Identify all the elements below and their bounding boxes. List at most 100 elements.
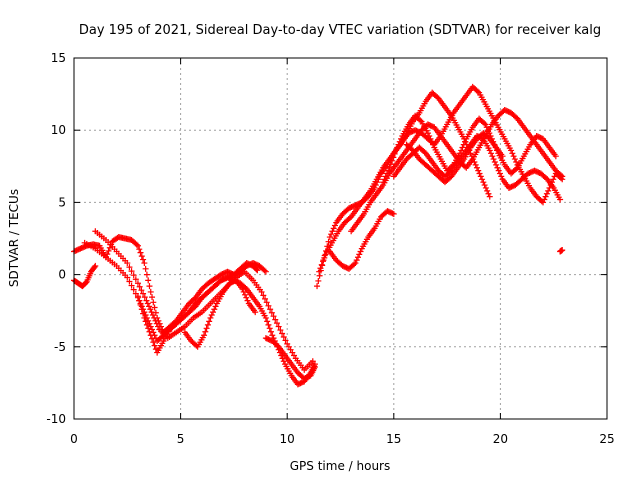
data-point (475, 167, 482, 174)
data-point (543, 190, 550, 197)
satellite-track-6 (181, 277, 259, 350)
data-point (398, 135, 405, 142)
data-point (540, 199, 547, 206)
data-point (150, 339, 157, 346)
data-point (483, 124, 490, 131)
data-point (490, 156, 497, 163)
data-point (262, 295, 269, 302)
data-point (390, 210, 397, 217)
data-point (240, 288, 247, 295)
x-tick-label: 0 (70, 432, 78, 446)
data-point (140, 290, 147, 297)
data-point (138, 253, 145, 260)
data-point (211, 306, 218, 313)
data-point (212, 303, 219, 310)
data-point (550, 176, 557, 183)
data-point (325, 238, 332, 245)
data-point (494, 164, 501, 171)
data-point (386, 164, 393, 171)
data-point (513, 158, 520, 165)
data-point (128, 268, 135, 275)
axis-ticks (73, 57, 608, 420)
data-point (353, 257, 360, 264)
data-point (352, 260, 359, 267)
data-point (141, 260, 148, 267)
satellite-track-4 (92, 228, 316, 373)
data-point (381, 176, 388, 183)
data-point (557, 172, 564, 179)
data-point (207, 314, 214, 321)
data-point (151, 304, 158, 311)
data-point (134, 242, 141, 249)
data-point (380, 179, 387, 186)
data-point (202, 328, 209, 335)
data-point (148, 309, 155, 316)
data-point (269, 332, 276, 339)
data-point (282, 337, 289, 344)
data-point (273, 320, 280, 327)
data-point (382, 173, 389, 180)
data-point (315, 277, 322, 284)
data-point (261, 267, 268, 274)
data-point (472, 161, 479, 168)
data-point (280, 333, 287, 340)
data-point (426, 132, 433, 139)
data-point (252, 309, 259, 316)
data-point (142, 265, 149, 272)
y-tick-label: -10 (46, 412, 66, 426)
data-point (270, 313, 277, 320)
data-point (513, 165, 520, 172)
satellite-track-15 (557, 247, 566, 255)
satellite-track-13 (390, 132, 564, 203)
data-point (309, 358, 316, 365)
data-point (484, 187, 491, 194)
data-point (124, 260, 131, 267)
satellite-track-12 (380, 112, 559, 186)
data-point (140, 256, 147, 263)
data-point (136, 246, 143, 253)
data-point (396, 138, 403, 145)
x-tick-labels: 0 5 10 15 20 25 (70, 432, 614, 446)
data-point (462, 138, 469, 145)
y-tick-label: 5 (58, 195, 66, 209)
data-point (146, 283, 153, 290)
data-point (144, 300, 151, 307)
y-axis-label: SDTVAR / TECUs (7, 189, 21, 287)
data-points (71, 83, 566, 388)
data-point (480, 179, 487, 186)
data-point (128, 282, 135, 289)
data-point (263, 299, 270, 306)
data-point (479, 176, 486, 183)
data-point (265, 302, 272, 309)
satellite-track-1 (71, 262, 99, 290)
data-point (427, 135, 434, 142)
data-point (557, 196, 564, 203)
data-point (279, 330, 286, 337)
data-point (137, 249, 144, 256)
data-point (149, 294, 156, 301)
data-point (317, 265, 324, 272)
data-point (495, 167, 502, 174)
grid (74, 58, 607, 419)
data-point (208, 312, 215, 319)
data-point (357, 248, 364, 255)
data-point (385, 167, 392, 174)
data-point (151, 342, 158, 349)
data-point (394, 144, 401, 151)
data-point (264, 318, 271, 325)
data-point (262, 268, 269, 275)
data-point (268, 309, 275, 316)
data-point (105, 247, 112, 254)
data-point (330, 225, 337, 232)
y-tick-label: 0 (58, 268, 66, 282)
data-point (146, 303, 153, 310)
data-point (351, 261, 358, 268)
data-point (498, 173, 505, 180)
data-point (138, 306, 145, 313)
data-point (473, 164, 480, 171)
data-point (145, 277, 152, 284)
data-point (204, 321, 211, 328)
data-point (130, 286, 137, 293)
data-point (545, 187, 552, 194)
x-tick-label: 10 (280, 432, 295, 446)
